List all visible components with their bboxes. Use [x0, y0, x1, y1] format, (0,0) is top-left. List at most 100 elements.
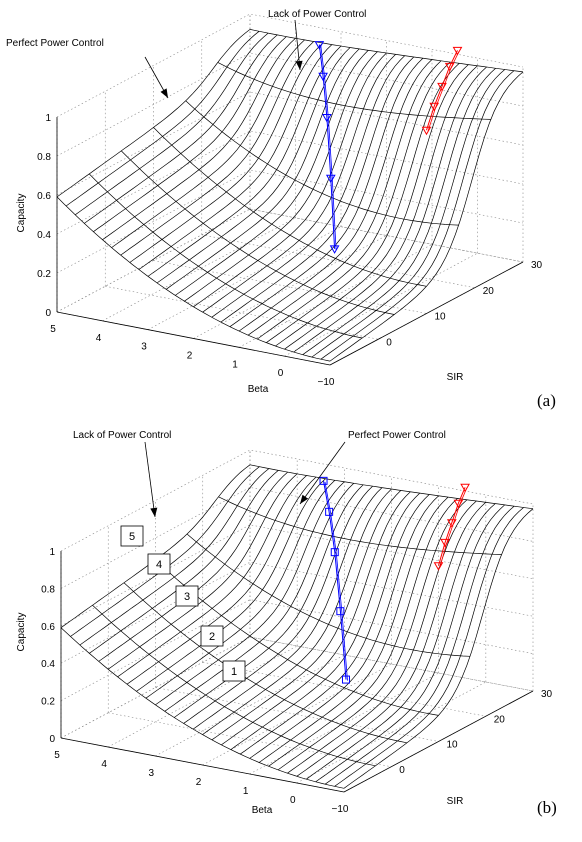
data-point-triangle — [460, 483, 470, 493]
z-gridline — [56, 52, 524, 157]
surface-plot-a-canvas: 00.20.40.60.81543210−100102030CapacityBe… — [6, 9, 556, 410]
floor-gridline — [193, 235, 387, 339]
sir-tick-label: 0 — [386, 337, 392, 348]
point-label: 3 — [184, 591, 190, 603]
point-label-box — [120, 525, 144, 547]
mesh-line-sir — [56, 196, 331, 362]
mesh-line-beta — [249, 495, 439, 759]
mesh-line-sir — [186, 533, 471, 657]
mesh-line-sir — [92, 604, 376, 767]
data-point-triangle — [453, 499, 464, 509]
annotation-arrowhead — [295, 60, 303, 70]
mesh-line-beta — [129, 42, 324, 263]
data-point-square — [336, 607, 345, 616]
z-tick-label: 1 — [49, 547, 55, 558]
beta-tick-label: −10 — [318, 377, 335, 388]
annotation-label: Lack of Power Control — [73, 430, 171, 441]
mesh-line-beta — [221, 491, 411, 746]
floor-gridline — [108, 712, 392, 768]
z-tick-label: 0.6 — [41, 622, 55, 633]
sir-tick-label: 30 — [541, 689, 553, 700]
annotation-label: Lack of Power Control — [268, 9, 366, 20]
mesh-line-beta — [192, 487, 383, 730]
data-point-triangle — [314, 41, 325, 50]
sir-axis-label: SIR — [447, 372, 464, 383]
mesh-line-beta — [138, 44, 333, 270]
mesh-line-beta — [334, 507, 524, 787]
z-tick-label: 0.2 — [37, 269, 51, 280]
beta-axis-label: Beta — [248, 384, 269, 395]
mesh-line-sir — [218, 496, 502, 555]
mesh-line-beta — [247, 60, 442, 336]
annotation-arrowhead — [150, 507, 158, 517]
axes-box — [60, 449, 534, 793]
z-tick-label: 1 — [45, 113, 51, 124]
point-label-box — [222, 660, 246, 682]
floor-gridline — [105, 285, 379, 340]
sir-axis-label: SIR — [447, 796, 464, 807]
point-label: 5 — [129, 531, 135, 543]
series-line — [318, 44, 336, 249]
data-point-triangle — [421, 126, 432, 136]
point-label-box — [147, 553, 171, 575]
z-gridline — [56, 130, 524, 235]
mesh-line-sir — [155, 559, 439, 716]
mesh-line-sir — [249, 464, 534, 510]
beta-tick-label: 4 — [96, 333, 102, 344]
sir-tick-label: 20 — [494, 714, 506, 725]
sir-tick-label: 30 — [531, 260, 543, 271]
mesh-line-sir — [153, 127, 427, 287]
data-point-square — [341, 675, 350, 684]
beta-tick-label: 3 — [149, 768, 155, 779]
sir-tick-label: 10 — [447, 740, 459, 751]
mesh-line-beta — [193, 52, 387, 308]
z-tick-label: 0.4 — [41, 659, 55, 670]
series-line — [426, 50, 458, 131]
sir-axis — [329, 261, 524, 366]
data-point-triangle — [446, 519, 457, 528]
data-point-square — [319, 476, 328, 485]
floor-gridline — [284, 252, 478, 357]
mesh-line-beta — [329, 71, 524, 362]
z-tick-label: 0 — [49, 734, 55, 745]
annotation-arrow-line — [144, 441, 156, 518]
data-point-triangle — [318, 72, 328, 82]
mesh-line-beta — [202, 54, 396, 313]
axis-lines — [60, 551, 534, 793]
surface-plot-b-canvas: 00.20.40.60.81543210−100102030CapacityBe… — [16, 430, 557, 817]
data-point-triangle — [329, 245, 340, 254]
mesh-line-sir — [185, 100, 459, 226]
z-gridline — [56, 13, 524, 118]
mesh-line-beta — [98, 471, 288, 662]
point-label: 4 — [156, 559, 162, 571]
beta-tick-label: 1 — [243, 786, 249, 797]
z-tick-label: 0.6 — [37, 191, 51, 202]
data-point-triangle — [433, 562, 444, 571]
beta-tick-label: −10 — [332, 804, 349, 815]
mesh-line-beta — [302, 68, 496, 355]
series-line — [438, 487, 466, 566]
data-point-triangle — [429, 102, 440, 112]
mesh-line-beta — [74, 32, 269, 216]
point-label: 2 — [209, 631, 215, 643]
annotation-arrowhead — [160, 88, 168, 98]
mesh-line-beta — [238, 59, 433, 332]
z-gridline — [56, 169, 524, 274]
axis-lines — [56, 117, 524, 366]
beta-tick-label: 0 — [290, 795, 296, 806]
floor-gridline — [102, 217, 296, 322]
annotation-label: Perfect Power Control — [6, 38, 104, 49]
beta-axis — [56, 311, 331, 366]
annotation-arrowhead — [300, 494, 309, 504]
data-point-square — [330, 548, 339, 557]
axes-box — [56, 13, 524, 366]
mesh-line-sir — [88, 173, 363, 339]
floor-gridline — [249, 636, 534, 692]
sir-tick-label: 20 — [483, 286, 495, 297]
mesh-line-beta — [120, 41, 314, 256]
mesh-line-beta — [93, 36, 287, 232]
annotation-label: Perfect Power Control — [348, 430, 446, 441]
series-line-shadow — [427, 51, 460, 132]
data-point-triangle — [437, 82, 447, 92]
beta-tick-label: 2 — [196, 777, 202, 788]
